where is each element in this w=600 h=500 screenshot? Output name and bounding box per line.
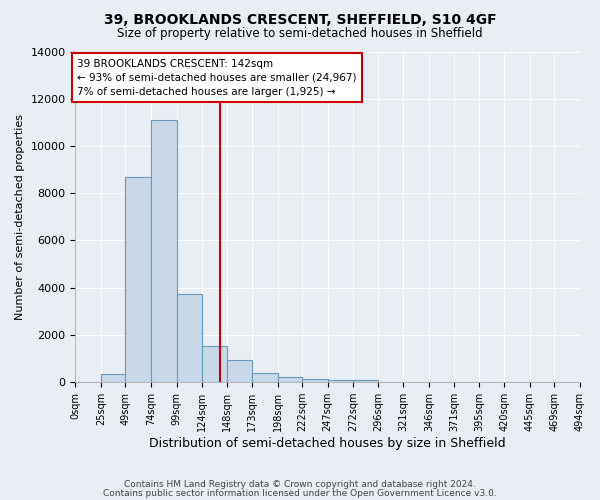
Text: Size of property relative to semi-detached houses in Sheffield: Size of property relative to semi-detach…: [117, 28, 483, 40]
Y-axis label: Number of semi-detached properties: Number of semi-detached properties: [15, 114, 25, 320]
Text: Contains HM Land Registry data © Crown copyright and database right 2024.: Contains HM Land Registry data © Crown c…: [124, 480, 476, 489]
X-axis label: Distribution of semi-detached houses by size in Sheffield: Distribution of semi-detached houses by …: [149, 437, 506, 450]
Bar: [353, 380, 378, 382]
Bar: [176, 294, 202, 382]
Bar: [227, 360, 252, 382]
Bar: [252, 373, 278, 382]
Bar: [328, 380, 353, 382]
Bar: [101, 374, 125, 382]
Bar: [302, 378, 328, 382]
Text: Contains public sector information licensed under the Open Government Licence v3: Contains public sector information licen…: [103, 488, 497, 498]
Bar: [278, 378, 302, 382]
Bar: [151, 120, 176, 382]
Bar: [202, 346, 227, 382]
Text: 39, BROOKLANDS CRESCENT, SHEFFIELD, S10 4GF: 39, BROOKLANDS CRESCENT, SHEFFIELD, S10 …: [104, 12, 496, 26]
Text: 39 BROOKLANDS CRESCENT: 142sqm
← 93% of semi-detached houses are smaller (24,967: 39 BROOKLANDS CRESCENT: 142sqm ← 93% of …: [77, 58, 357, 96]
Bar: [125, 176, 151, 382]
